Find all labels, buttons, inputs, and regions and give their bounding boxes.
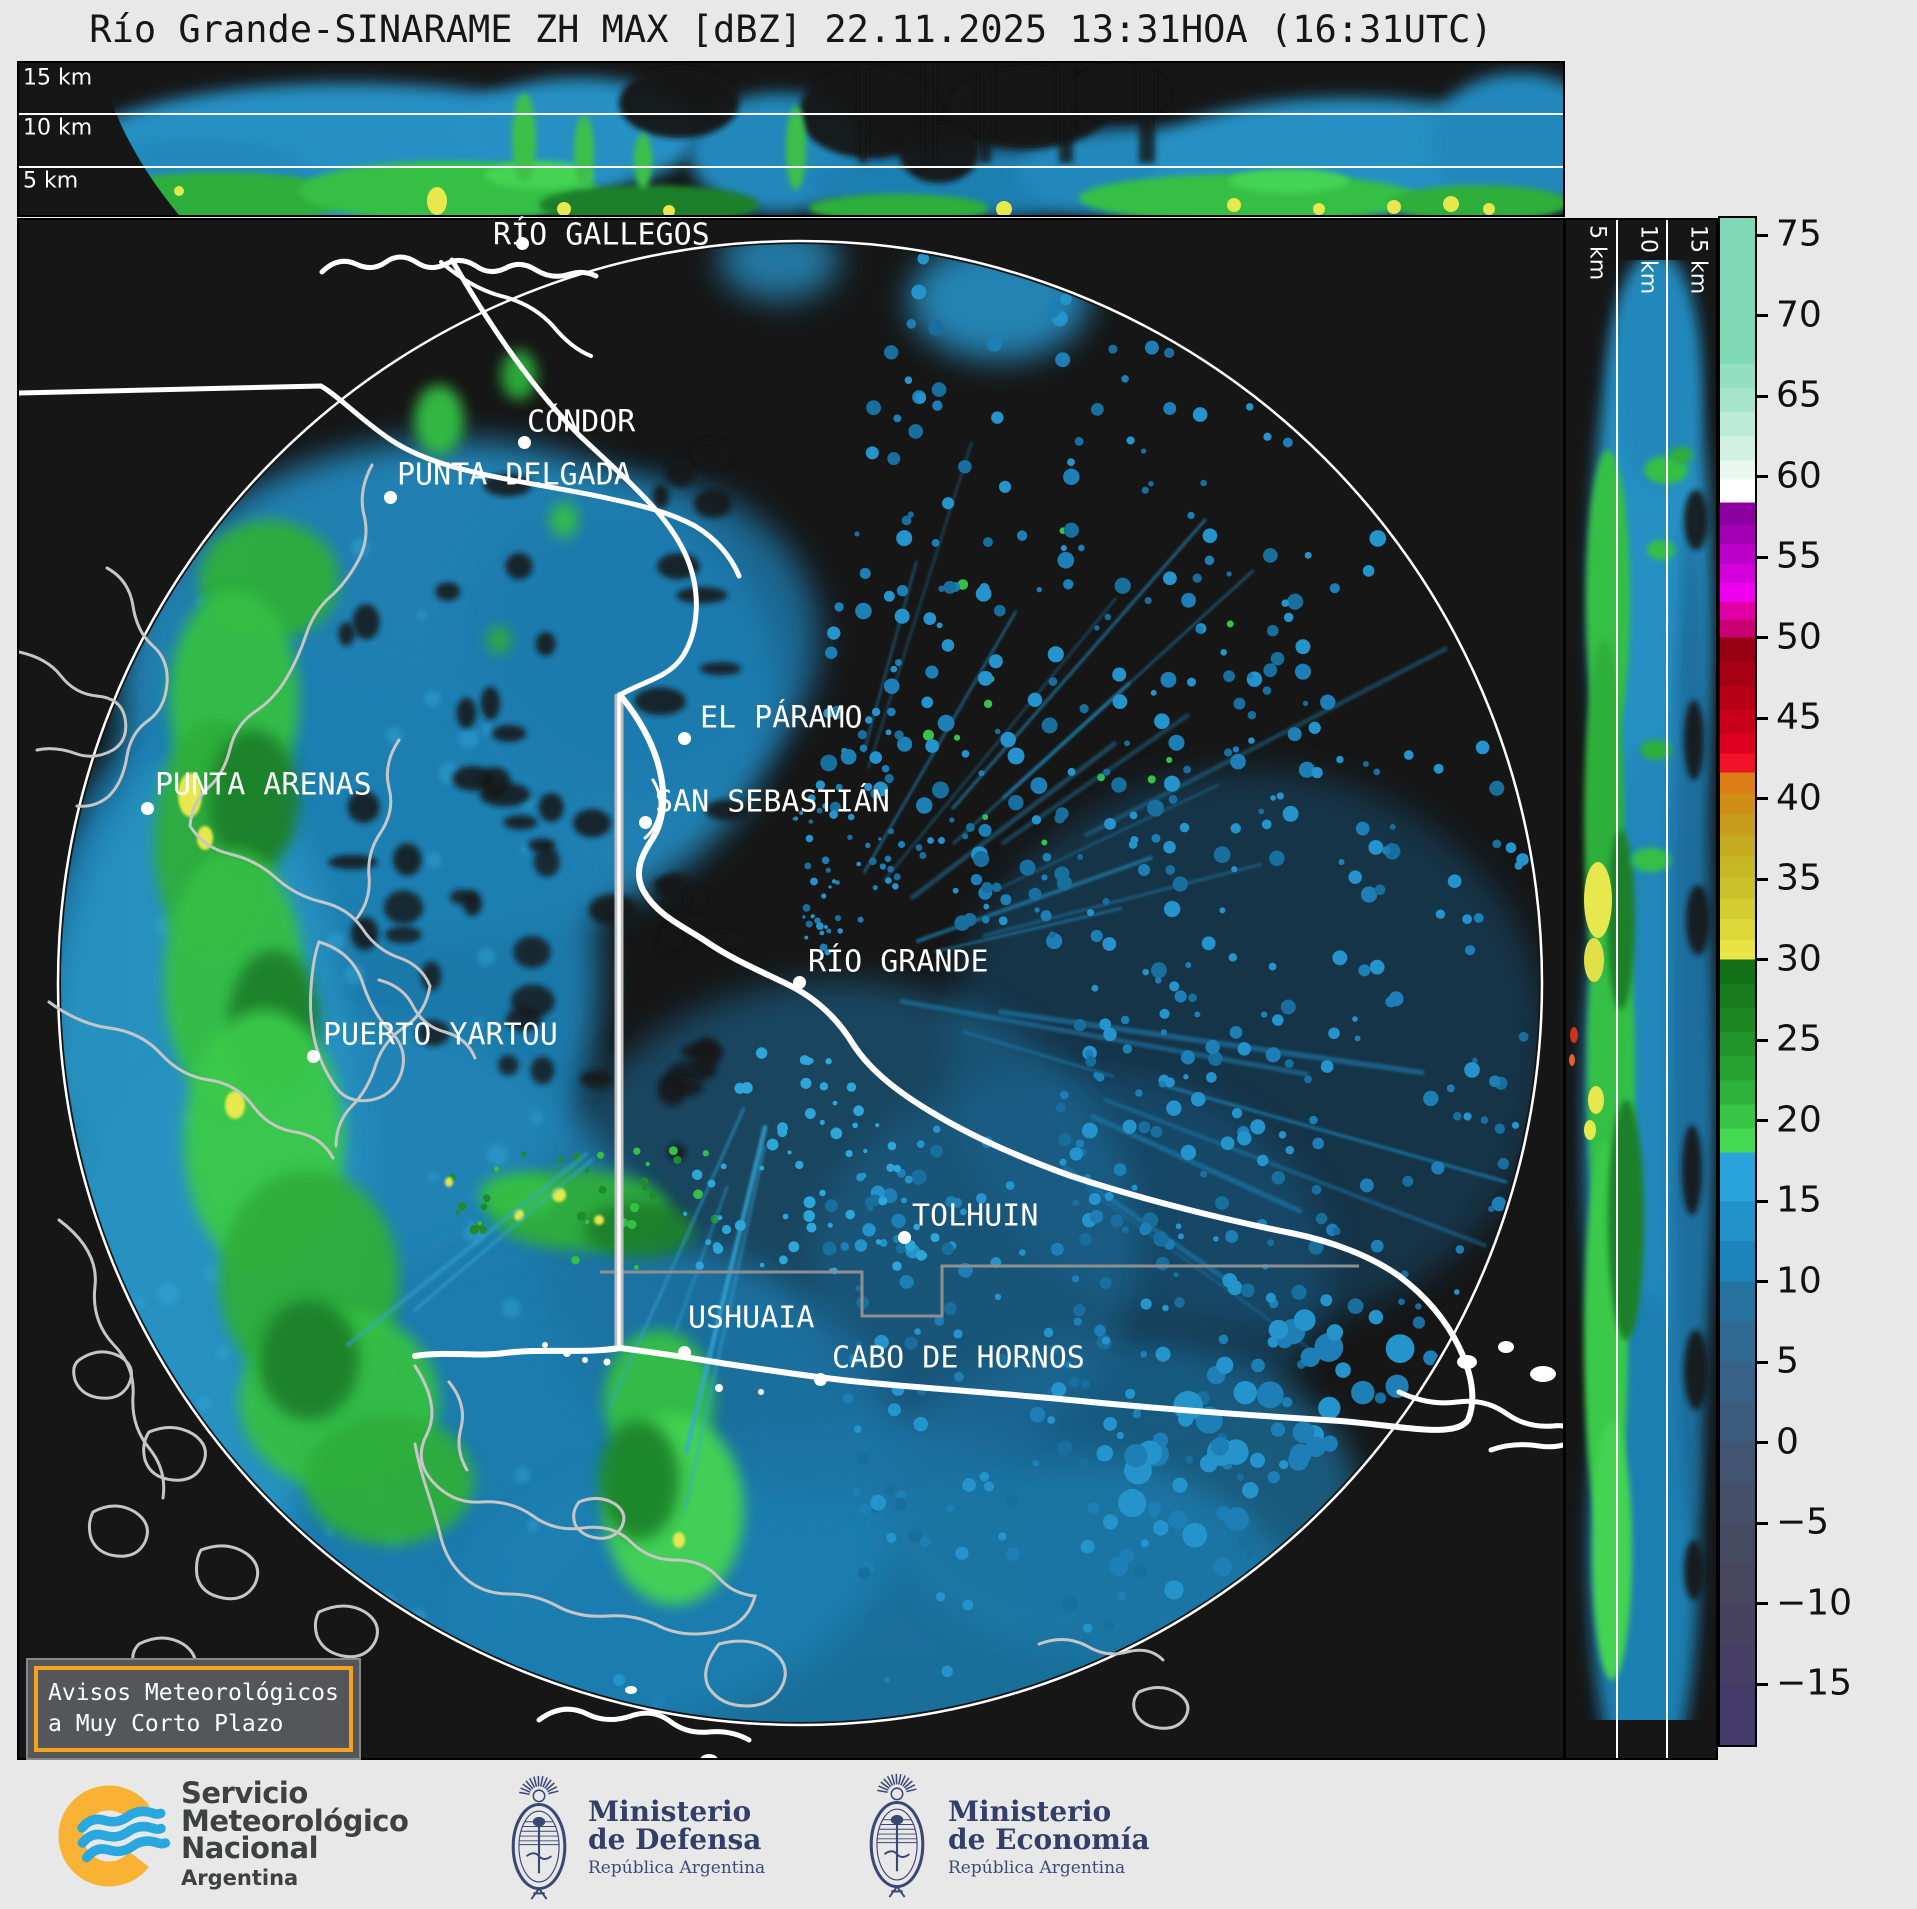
city-marker xyxy=(638,815,652,829)
dbz-colorbar xyxy=(1718,216,1757,1747)
colorbar-tick xyxy=(1755,797,1768,800)
city-marker xyxy=(792,975,806,989)
defensa-wordmark: Ministerio de Defensa República Argentin… xyxy=(588,1795,766,1879)
defensa-line-2: de Defensa xyxy=(588,1823,762,1856)
axis-label-v-15km: 15 km xyxy=(1685,225,1711,295)
city-label: PUNTA DELGADA xyxy=(397,457,632,493)
colorbar-tick xyxy=(1755,1360,1768,1364)
city-marker xyxy=(677,731,691,745)
city-marker xyxy=(517,435,531,449)
city-label: TOLHUIN xyxy=(912,1198,1039,1234)
city-label: RÍO GALLEGOS xyxy=(493,217,710,253)
city-marker xyxy=(306,1049,320,1063)
city-marker xyxy=(515,236,529,250)
smn-line-1: Servicio xyxy=(181,1776,308,1810)
colorbar-tick xyxy=(1755,233,1768,237)
city-label: CABO DE HORNOS xyxy=(832,1340,1085,1376)
axis-label-10km: 10 km xyxy=(23,115,93,141)
colorbar-tick-label: −15 xyxy=(1776,1662,1852,1704)
radar-map-panel: RÍO GALLEGOS CÓNDOR PUNTA DELGADA PUNTA ARE… xyxy=(17,218,1565,1760)
axis-label-15km: 15 km xyxy=(23,65,93,91)
gridline-5km xyxy=(19,166,1563,168)
product-title: Río Grande-SINARAME ZH MAX [dBZ] 22.11.2… xyxy=(89,8,1493,51)
top-cross-section-canvas xyxy=(19,63,1563,215)
smn-wordmark: Servicio Meteorológico Nacional Argentin… xyxy=(181,1776,409,1890)
economia-line-1: Ministerio xyxy=(948,1795,1112,1828)
radar-map-canvas xyxy=(19,239,1563,1758)
warning-line-2: a Muy Corto Plazo xyxy=(48,1711,284,1737)
smn-line-2: Meteorológico xyxy=(181,1803,409,1838)
colorbar-tick-label: 75 xyxy=(1776,213,1822,255)
axis-label-v-10km: 10 km xyxy=(1635,225,1661,295)
economia-coat-of-arms-icon xyxy=(869,1773,925,1898)
colorbar-tick xyxy=(1755,1199,1768,1203)
city-marker xyxy=(383,490,397,504)
city-label: RÍO GRANDE xyxy=(808,944,989,980)
city-label: PUERTO YARTOU xyxy=(323,1017,558,1053)
city-marker xyxy=(897,1230,911,1244)
colorbar-tick-label: 65 xyxy=(1776,374,1822,416)
smn-line-3: Nacional xyxy=(181,1831,319,1865)
colorbar-tick-label: 0 xyxy=(1776,1421,1799,1463)
city-marker xyxy=(677,1345,691,1359)
colorbar-tick xyxy=(1755,877,1768,881)
city-label: CÓNDOR xyxy=(527,404,636,440)
right-cross-section-panel: 5 km 10 km 15 km xyxy=(1564,218,1718,1760)
colorbar-tick-label: 35 xyxy=(1776,857,1822,899)
colorbar-tick xyxy=(1755,636,1768,639)
axis-label-5km: 5 km xyxy=(23,168,79,194)
gridline-10km xyxy=(19,113,1563,115)
colorbar-tick xyxy=(1755,1602,1768,1605)
colorbar-tick xyxy=(1755,716,1768,720)
warning-box-inner: Avisos Meteorológicos a Muy Corto Plazo xyxy=(34,1666,353,1752)
smn-logo-icon xyxy=(58,1785,171,1887)
economia-line-2: de Economía xyxy=(948,1823,1150,1856)
colorbar-tick-label: 40 xyxy=(1776,777,1822,819)
defensa-coat-of-arms-icon xyxy=(511,1775,567,1900)
colorbar-tick-label: 10 xyxy=(1776,1260,1822,1302)
colorbar-tick xyxy=(1755,1119,1768,1122)
colorbar-tick-label: 5 xyxy=(1776,1340,1799,1382)
colorbar-tick xyxy=(1755,958,1768,961)
colorbar-tick-label: −5 xyxy=(1776,1501,1830,1543)
colorbar-tick-label: 45 xyxy=(1776,696,1822,738)
colorbar-tick xyxy=(1755,475,1768,478)
defensa-subtitle: República Argentina xyxy=(588,1858,766,1878)
colorbar-tick xyxy=(1755,394,1768,398)
right-cross-section-canvas xyxy=(1566,220,1716,1758)
gridline-v-10km xyxy=(1666,220,1668,1758)
colorbar-tick-label: 55 xyxy=(1776,535,1822,577)
gridline-v-5km xyxy=(1616,220,1618,1758)
colorbar-tick xyxy=(1755,1521,1768,1525)
smn-country: Argentina xyxy=(181,1865,299,1890)
city-label: USHUAIA xyxy=(688,1300,815,1336)
city-label: SAN SEBASTIÁN xyxy=(655,784,890,820)
city-label: PUNTA ARENAS xyxy=(155,767,372,803)
colorbar-tick xyxy=(1755,1441,1768,1444)
colorbar-tick-label: 20 xyxy=(1776,1099,1822,1141)
colorbar-tick-label: −10 xyxy=(1776,1582,1852,1624)
economia-wordmark: Ministerio de Economía República Argenti… xyxy=(948,1795,1150,1879)
colorbar-tick-label: 60 xyxy=(1776,455,1822,497)
colorbar-tick-label: 70 xyxy=(1776,294,1822,336)
axis-label-v-5km: 5 km xyxy=(1584,225,1610,281)
warning-line-1: Avisos Meteorológicos xyxy=(48,1680,339,1706)
colorbar-tick xyxy=(1755,314,1768,317)
city-marker xyxy=(140,801,154,815)
colorbar-tick-label: 50 xyxy=(1776,616,1822,658)
city-label: EL PÁRAMO xyxy=(700,700,863,736)
economia-subtitle: República Argentina xyxy=(948,1858,1126,1878)
colorbar-tick-label: 15 xyxy=(1776,1179,1822,1221)
colorbar-tick xyxy=(1755,1682,1768,1686)
colorbar-tick xyxy=(1755,1038,1768,1042)
top-cross-section-panel: 15 km 10 km 5 km xyxy=(17,61,1565,217)
colorbar-tick xyxy=(1755,1280,1768,1283)
colorbar-tick-label: 25 xyxy=(1776,1018,1822,1060)
colorbar-tick xyxy=(1755,555,1768,559)
colorbar-tick-label: 30 xyxy=(1776,938,1822,980)
city-marker xyxy=(813,1372,827,1386)
defensa-line-1: Ministerio xyxy=(588,1795,752,1828)
warning-box: Avisos Meteorológicos a Muy Corto Plazo xyxy=(26,1658,361,1760)
